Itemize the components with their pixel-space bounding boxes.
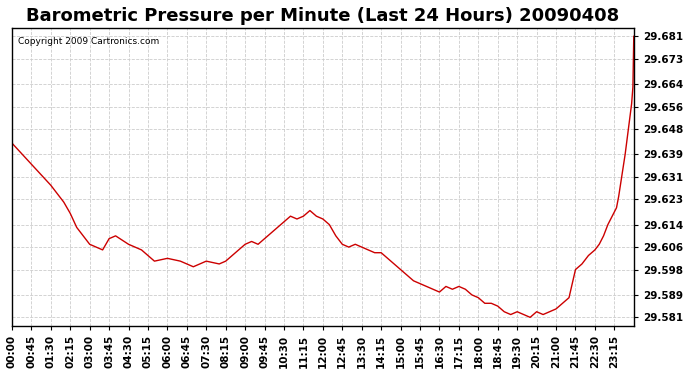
Title: Barometric Pressure per Minute (Last 24 Hours) 20090408: Barometric Pressure per Minute (Last 24 … bbox=[26, 7, 620, 25]
Text: Copyright 2009 Cartronics.com: Copyright 2009 Cartronics.com bbox=[18, 37, 159, 46]
